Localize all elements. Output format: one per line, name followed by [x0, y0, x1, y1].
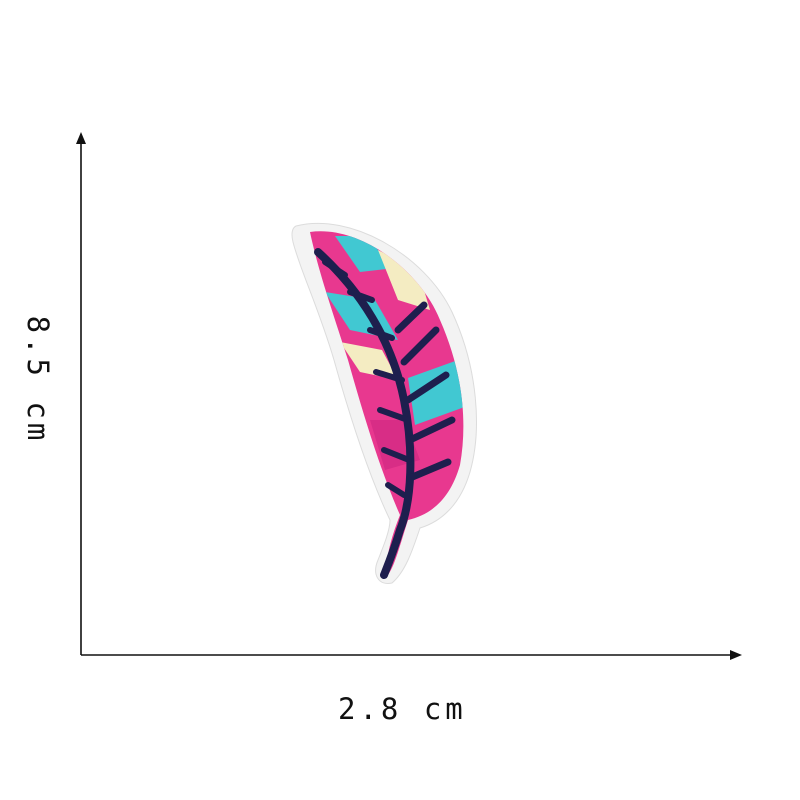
- barb: [377, 407, 411, 423]
- band-cream-mid-left: [340, 342, 398, 380]
- barb: [347, 289, 375, 303]
- barb: [381, 447, 412, 463]
- barb: [322, 259, 348, 278]
- barb: [373, 369, 405, 383]
- barb: [406, 416, 456, 444]
- vertical-axis-arrow-icon: [76, 132, 86, 144]
- barb: [367, 327, 395, 341]
- barb: [385, 482, 407, 498]
- barb: [406, 458, 452, 482]
- band-cyan-top: [335, 236, 395, 272]
- feather-patch-image: [291, 222, 477, 584]
- feather-bands: [325, 236, 464, 470]
- barb: [404, 371, 450, 404]
- band-cyan-right: [408, 360, 464, 425]
- band-cream-top: [378, 250, 430, 310]
- width-dimension-label: 2.8 cm: [338, 692, 467, 726]
- dimension-axes: [76, 132, 742, 660]
- feather-shaft: [314, 248, 456, 579]
- horizontal-axis-arrow-icon: [730, 650, 742, 660]
- barb: [400, 326, 440, 366]
- height-dimension-label: 8.5 cm: [21, 315, 55, 445]
- barb: [394, 301, 428, 334]
